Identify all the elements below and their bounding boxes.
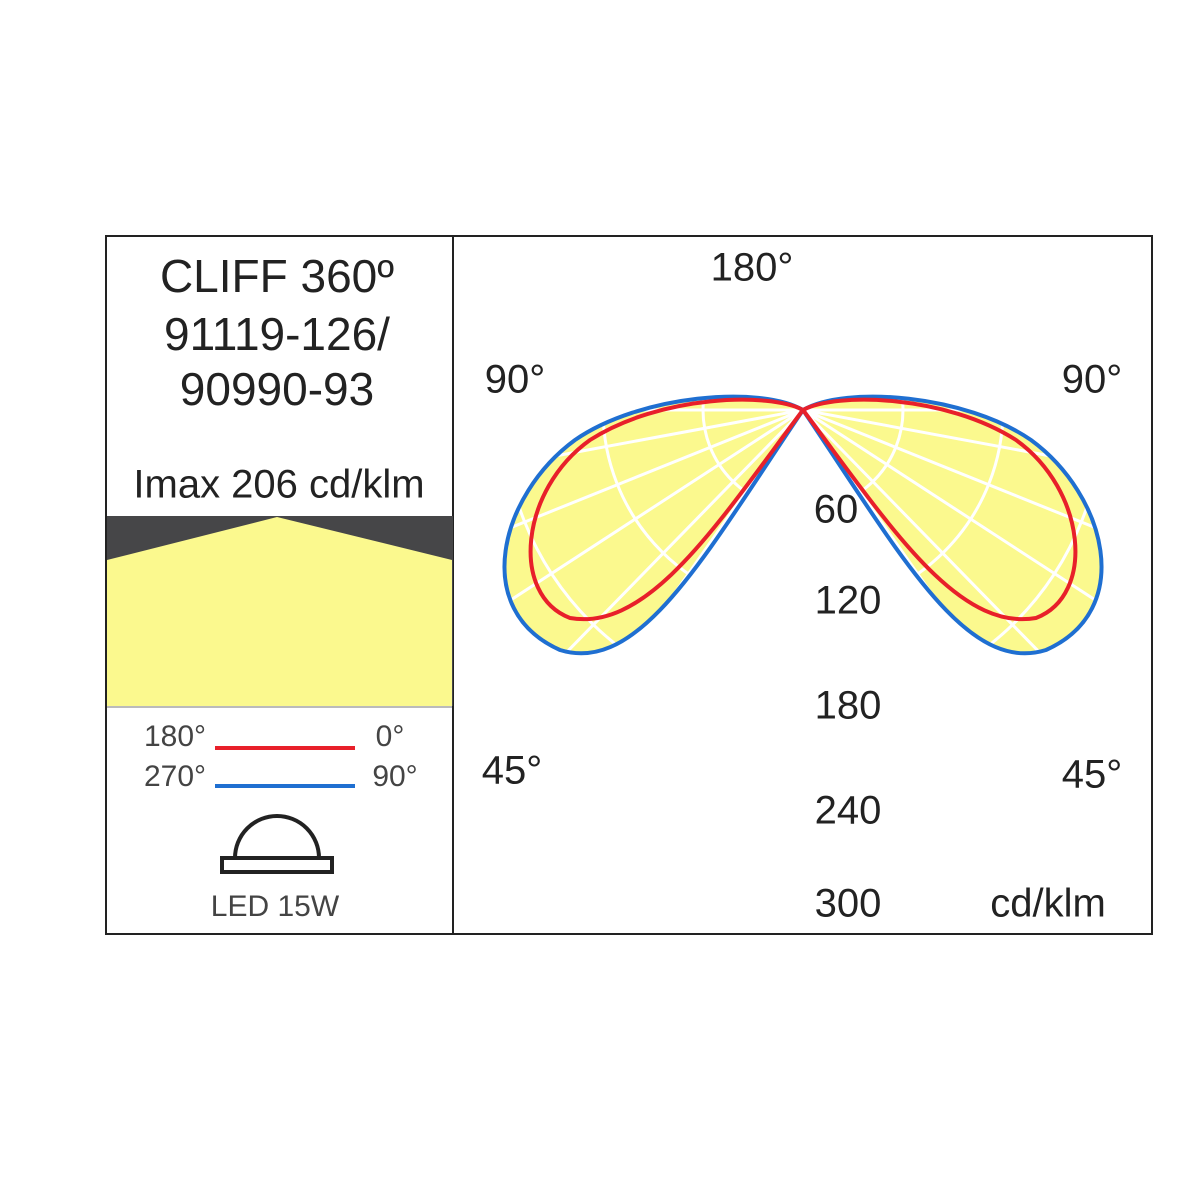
scale-label: 180 (815, 684, 882, 728)
legend-from: 180° (144, 720, 206, 753)
lamp-icon (220, 814, 334, 874)
scale-label: 240 (815, 789, 882, 833)
legend-to: 0° (376, 720, 405, 753)
angle-label: 180° (711, 246, 794, 290)
product-name: CLIFF 360º (160, 250, 394, 302)
angle-label: 90° (485, 358, 546, 402)
unit: cd/klm (990, 882, 1106, 926)
angle-label: 45° (1062, 753, 1123, 797)
legend-to: 90° (372, 760, 417, 793)
scale-label: 300 (815, 882, 882, 926)
lamp: LED 15W (211, 890, 340, 923)
scale-label: 120 (815, 579, 882, 623)
beam-area (107, 517, 452, 706)
polar-curves (480, 110, 1126, 710)
angle-label: 90° (1062, 358, 1123, 402)
legend-from: 270° (144, 760, 206, 793)
product-code: 91119-126/ (164, 308, 390, 360)
scale-label: 60 (814, 488, 859, 532)
angle-label: 45° (482, 749, 543, 793)
frame (105, 235, 1153, 935)
imax: Imax 206 cd/klm (133, 463, 424, 507)
product-code: 90990-93 (180, 363, 374, 415)
